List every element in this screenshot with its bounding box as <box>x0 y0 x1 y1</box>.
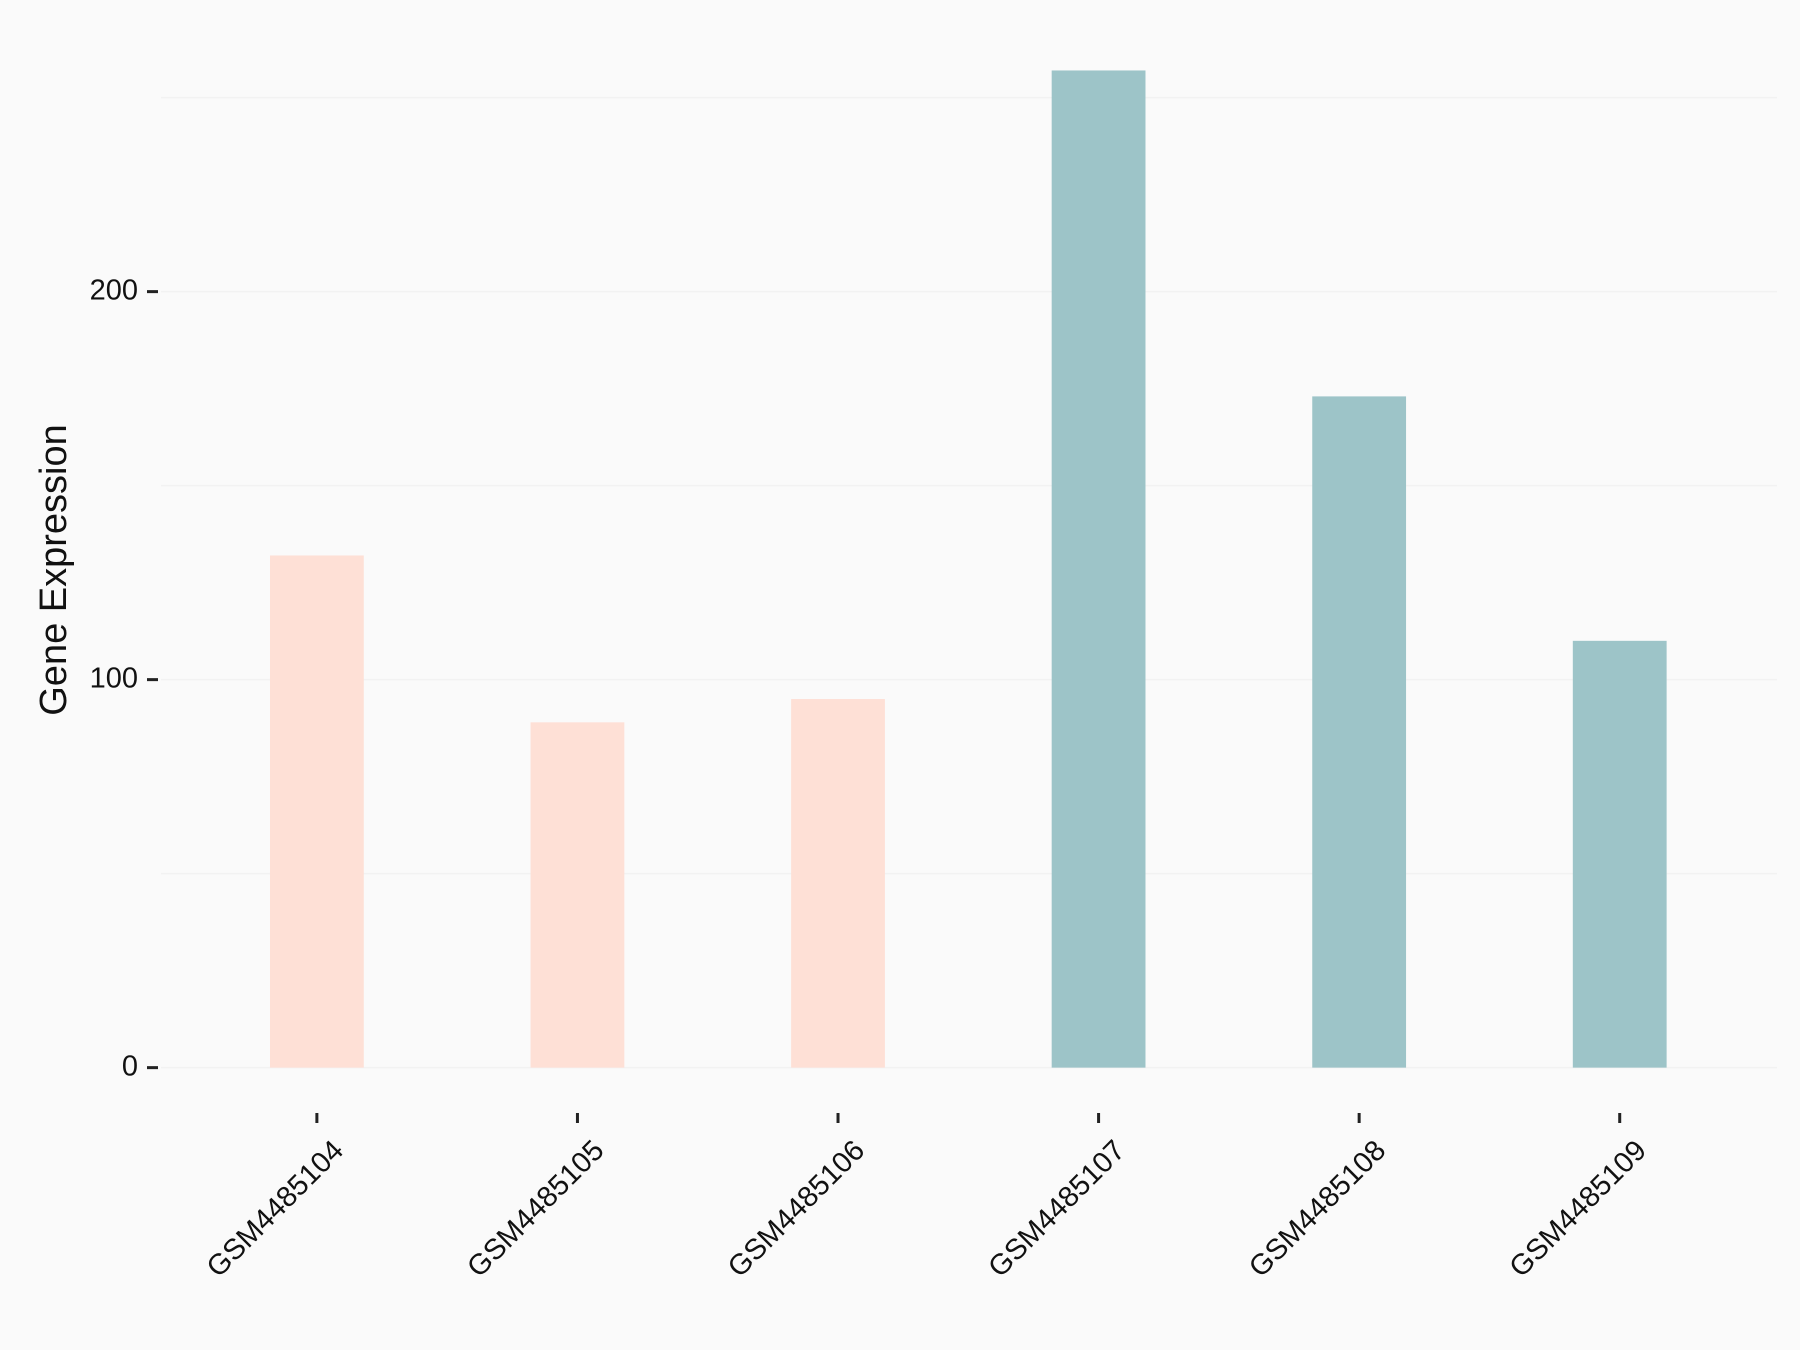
y-axis-title: Gene Expression <box>33 424 75 716</box>
y-tick-label: 100 <box>90 662 138 694</box>
y-tick-label: 0 <box>122 1050 138 1082</box>
bar <box>269 555 364 1068</box>
bar <box>530 722 625 1068</box>
bar <box>791 699 885 1068</box>
bar <box>1312 396 1407 1068</box>
y-tick-label: 200 <box>90 274 138 306</box>
bar <box>1051 70 1146 1068</box>
bar <box>1572 640 1667 1068</box>
